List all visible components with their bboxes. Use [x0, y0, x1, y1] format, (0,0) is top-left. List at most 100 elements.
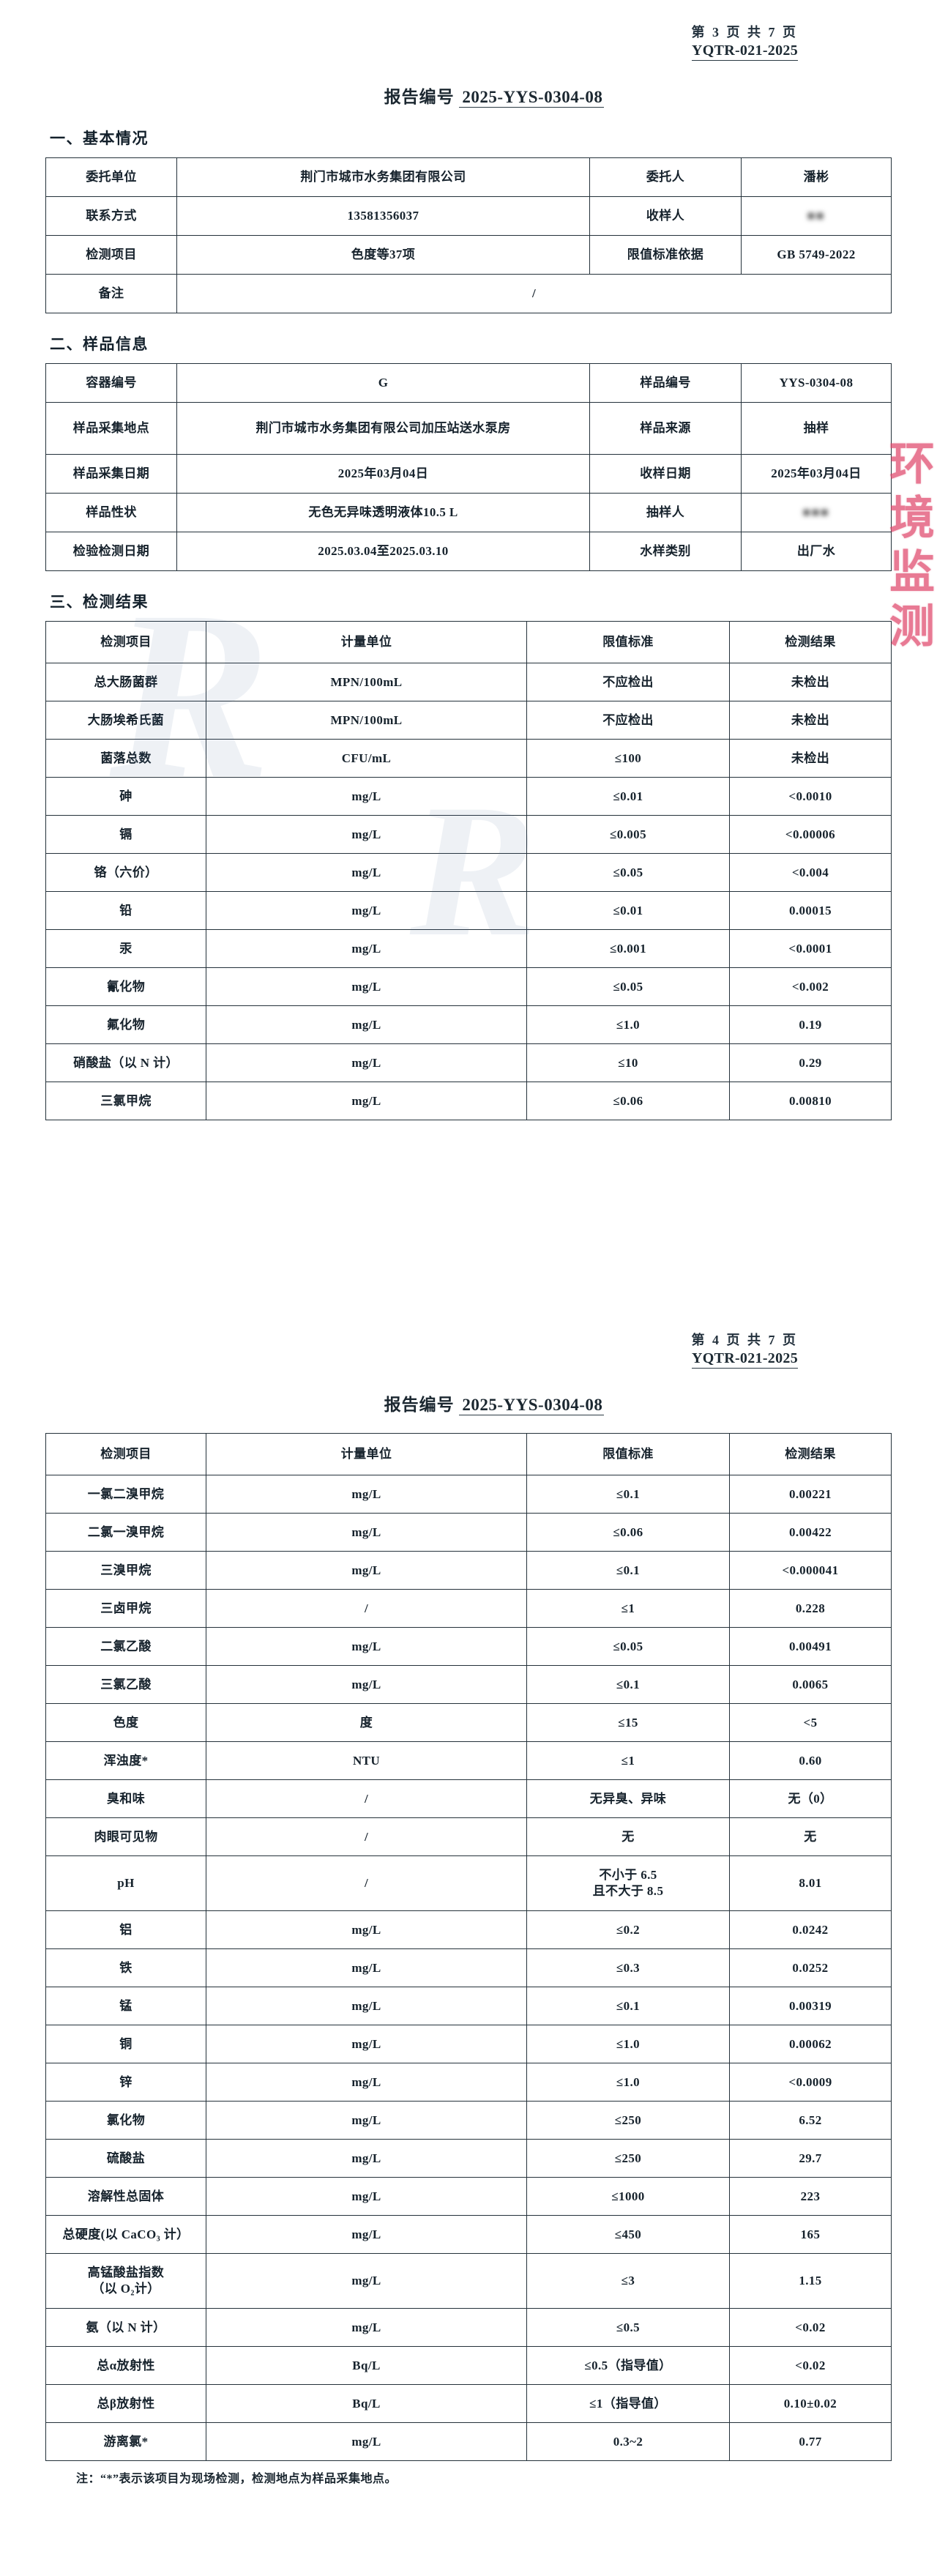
- page-header: 第 4 页 共 7 页 YQTR-021-2025: [45, 1333, 892, 1369]
- result-limit-standard: ≤0.05: [526, 853, 730, 893]
- result-unit: mg/L: [206, 2139, 527, 2178]
- result-limit-standard: ≤0.05: [526, 967, 730, 1007]
- result-measured-value: 0.00491: [729, 1627, 892, 1667]
- result-item-name: 二氯乙酸: [45, 1627, 206, 1667]
- result-limit-standard: ≤0.06: [526, 1513, 730, 1552]
- result-limit-standard: 不应检出: [526, 701, 730, 740]
- result-measured-value: 0.0242: [729, 1910, 892, 1950]
- section-title-sample-info: 二、样品信息: [50, 335, 149, 354]
- result-unit: mg/L: [206, 1043, 527, 1083]
- result-measured-value: <0.02: [729, 2308, 892, 2348]
- results-table-page4: 检测项目 计量单位 限值标准 检测结果 一氯二溴甲烷 mg/L ≤0.1 0.0022…: [45, 1433, 892, 2462]
- table-row: 镉 mg/L ≤0.005 <0.00006: [45, 815, 892, 855]
- result-item-name: 三氯乙酸: [45, 1665, 206, 1705]
- result-limit-standard: ≤1: [526, 1589, 730, 1628]
- page-indicator: 第 4 页 共 7 页: [691, 1333, 798, 1347]
- basic-info-table: 委托单位 荆门市城市水务集团有限公司 委托人 潘彬 联系方式 135813560…: [45, 157, 892, 314]
- table-row: 一氯二溴甲烷 mg/L ≤0.1 0.00221: [45, 1475, 892, 1514]
- field-value: 色度等37项: [176, 235, 590, 275]
- result-measured-value: 0.228: [729, 1589, 892, 1628]
- field-label: 样品采集日期: [45, 454, 177, 494]
- result-item-name: 氨（以 N 计）: [45, 2308, 206, 2348]
- result-limit-standard: ≤1.0: [526, 2063, 730, 2102]
- field-value: 出厂水: [741, 532, 892, 572]
- report-page-3: R R 环境监测 第 3 页 共 7 页 YQTR-021-2025 报告编号 …: [45, 25, 935, 1121]
- field-label: 检验检测日期: [45, 532, 177, 572]
- field-label: 委托人: [589, 157, 742, 198]
- result-item-name: 氯化物: [45, 2101, 206, 2140]
- result-measured-value: <0.02: [729, 2346, 892, 2386]
- result-measured-value: 0.29: [729, 1043, 892, 1083]
- result-measured-value: 未检出: [729, 663, 892, 702]
- result-item-name: 总大肠菌群: [45, 663, 206, 702]
- result-item-name: 总α放射性: [45, 2346, 206, 2386]
- result-measured-value: <5: [729, 1703, 892, 1743]
- result-item-name: 锌: [45, 2063, 206, 2102]
- result-limit-standard: ≤0.5（指导值）: [526, 2346, 730, 2386]
- result-limit-standard: ≤1000: [526, 2177, 730, 2216]
- column-header-limit: 限值标准: [526, 621, 730, 664]
- result-unit: NTU: [206, 1741, 527, 1781]
- result-item-name: 总硬度(以 CaCO₃ 计）: [45, 2215, 206, 2255]
- result-unit: mg/L: [206, 1987, 527, 2026]
- result-unit: mg/L: [206, 2253, 527, 2309]
- field-value: YYS-0304-08: [741, 363, 892, 403]
- table-row: 硫酸盐 mg/L ≤250 29.7: [45, 2139, 892, 2178]
- result-limit-standard: 不应检出: [526, 663, 730, 702]
- field-value: 2025年03月04日: [176, 454, 590, 494]
- result-limit-standard: ≤0.1: [526, 1665, 730, 1705]
- result-item-name: 铁: [45, 1948, 206, 1988]
- report-page-4: R 第 4 页 共 7 页 YQTR-021-2025 报告编号 2025-YY…: [0, 1311, 937, 2576]
- table-row: 三氯甲烷 mg/L ≤0.06 0.00810: [45, 1082, 892, 1121]
- result-unit: mg/L: [206, 1910, 527, 1950]
- field-value: 2025年03月04日: [741, 454, 892, 494]
- redacted-value: ■■: [741, 196, 892, 237]
- result-limit-standard: ≤0.5: [526, 2308, 730, 2348]
- result-limit-standard: ≤0.1: [526, 1475, 730, 1514]
- result-item-name: 肉眼可见物: [45, 1817, 206, 1857]
- section-title-results: 三、检测结果: [50, 593, 149, 611]
- result-item-name: 砷: [45, 777, 206, 816]
- result-limit-standard: ≤450: [526, 2215, 730, 2255]
- table-row: 铁 mg/L ≤0.3 0.0252: [45, 1948, 892, 1988]
- result-item-name: 总β放射性: [45, 2384, 206, 2424]
- result-limit-standard: ≤250: [526, 2101, 730, 2140]
- column-header-unit: 计量单位: [206, 1433, 527, 1476]
- field-label: 委托单位: [45, 157, 177, 198]
- result-measured-value: 未检出: [729, 701, 892, 740]
- field-label: 联系方式: [45, 196, 177, 237]
- result-measured-value: 无（0）: [729, 1779, 892, 1819]
- table-row: 色度度 ≤15 <5: [45, 1703, 892, 1743]
- result-measured-value: 未检出: [729, 739, 892, 778]
- page-indicator: 第 3 页 共 7 页: [691, 25, 798, 40]
- result-measured-value: 0.77: [729, 2422, 892, 2462]
- column-header-result: 检测结果: [729, 621, 892, 664]
- result-measured-value: <0.000041: [729, 1551, 892, 1590]
- table-header-row: 检测项目 计量单位 限值标准 检测结果: [45, 621, 892, 664]
- result-measured-value: 0.00015: [729, 891, 892, 931]
- result-unit: mg/L: [206, 1475, 527, 1514]
- result-limit-standard: ≤0.01: [526, 777, 730, 816]
- table-row: 样品采集日期 2025年03月04日 收样日期 2025年03月04日: [45, 454, 892, 494]
- report-number: 报告编号 2025-YYS-0304-08: [45, 83, 892, 108]
- sample-info-table: 容器编号 G 样品编号 YYS-0304-08 样品采集地点 荆门市城市水务集团…: [45, 363, 892, 572]
- table-row: 总β放射性 Bq/L ≤1（指导值） 0.10±0.02: [45, 2384, 892, 2424]
- result-unit: mg/L: [206, 929, 527, 969]
- field-label: 限值标准依据: [589, 235, 742, 275]
- field-label: 检测项目: [45, 235, 177, 275]
- result-limit-standard: ≤15: [526, 1703, 730, 1743]
- result-item-name: 铅: [45, 891, 206, 931]
- result-item-name: 氟化物: [45, 1005, 206, 1045]
- result-unit: /: [206, 1817, 527, 1857]
- result-measured-value: 165: [729, 2215, 892, 2255]
- result-measured-value: 0.60: [729, 1741, 892, 1781]
- table-row: 溶解性总固体 mg/L ≤1000 223: [45, 2177, 892, 2216]
- table-row: pH / 不小于 6.5 且不大于 8.5 8.01: [45, 1855, 892, 1912]
- table-row: 委托单位 荆门市城市水务集团有限公司 委托人 潘彬: [45, 157, 892, 198]
- result-limit-standard: 无: [526, 1817, 730, 1857]
- table-row: 高锰酸盐指数 （以 O₂计） mg/L ≤3 1.15: [45, 2253, 892, 2309]
- table-row: 氰化物 mg/L ≤0.05 <0.002: [45, 967, 892, 1007]
- result-limit-standard: ≤1.0: [526, 1005, 730, 1045]
- result-item-name: 一氯二溴甲烷: [45, 1475, 206, 1514]
- result-limit-standard: ≤0.2: [526, 1910, 730, 1950]
